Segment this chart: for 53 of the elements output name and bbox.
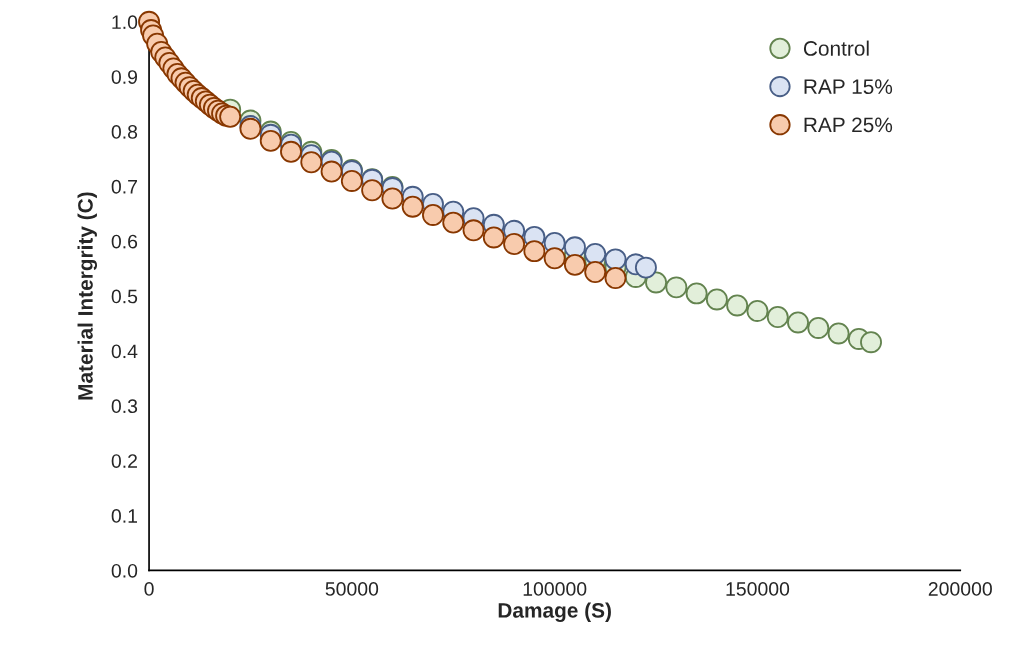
point (401, 195, 424, 218)
y-tick-label: 0.6 (111, 234, 138, 249)
x-tick-label: 50000 (325, 582, 379, 596)
point (726, 294, 749, 317)
point (685, 282, 708, 305)
point (300, 151, 323, 174)
y-tick-label: 1.0 (112, 15, 138, 30)
point (827, 322, 850, 345)
point (503, 233, 526, 255)
x-tick-label: 0 (144, 582, 154, 596)
point (604, 267, 627, 289)
point (665, 276, 688, 299)
point (860, 331, 882, 354)
x-axis-title: Damage (S) (498, 602, 611, 622)
x-tick-label: 150000 (726, 582, 790, 596)
y-tick-label: 0.2 (111, 454, 137, 468)
y-tick-label: 0.1 (111, 509, 137, 523)
y-tick-label: 0.4 (111, 344, 138, 359)
legend-label: RAP 15% (804, 79, 893, 95)
point (422, 203, 444, 226)
point (604, 248, 627, 271)
point (361, 179, 384, 202)
point (807, 316, 830, 339)
y-axis-title: Material Intergrity (C) (77, 192, 98, 400)
point (462, 219, 485, 242)
point (563, 253, 586, 276)
point (746, 299, 769, 322)
point (320, 160, 343, 183)
point (482, 226, 505, 249)
point (340, 169, 363, 192)
point (543, 247, 566, 270)
point (381, 187, 404, 210)
point (787, 311, 809, 334)
y-tick-label: 0.5 (111, 289, 138, 304)
point (259, 129, 282, 152)
legend-label: Control (803, 40, 869, 56)
point (634, 256, 657, 279)
point (645, 271, 668, 294)
point (584, 242, 607, 265)
point (584, 261, 607, 283)
x-tick-label: 200000 (928, 582, 992, 596)
point (280, 140, 302, 163)
y-tick-label: 0.9 (111, 70, 138, 84)
y-tick-label: 0.0 (111, 563, 138, 578)
point (766, 306, 789, 328)
y-tick-label: 0.8 (111, 125, 138, 139)
legend-label: RAP 25% (804, 117, 893, 133)
point (705, 288, 728, 311)
y-tick-label: 0.3 (111, 399, 138, 414)
y-tick-label: 0.7 (111, 179, 137, 194)
point (523, 240, 546, 263)
point (442, 211, 465, 234)
x-tick-label: 100000 (523, 582, 587, 596)
